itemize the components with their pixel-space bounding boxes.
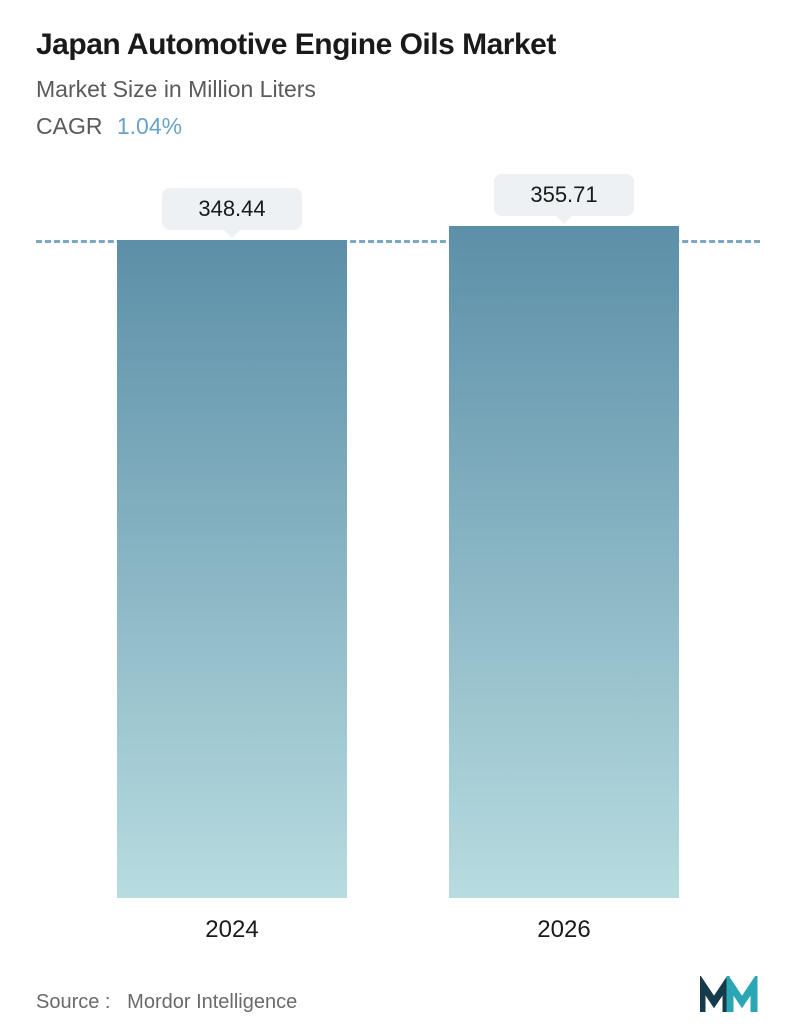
cagr-label: CAGR — [36, 113, 102, 139]
x-axis-label: 2024 — [205, 916, 258, 944]
chart-footer: Source : Mordor Intelligence — [36, 970, 760, 1014]
bar — [117, 240, 347, 898]
source-label: Source : — [36, 991, 110, 1013]
value-label: 348.44 — [162, 188, 301, 230]
cagr-row: CAGR 1.04% — [36, 113, 760, 140]
bar — [449, 226, 679, 898]
source-name: Mordor Intelligence — [127, 991, 297, 1013]
bar-group: 348.44 2024 — [117, 188, 347, 944]
value-label: 355.71 — [494, 174, 633, 216]
cagr-value: 1.04% — [117, 113, 182, 139]
chart-title: Japan Automotive Engine Oils Market — [36, 28, 760, 62]
chart-area: 348.442024355.712026 — [36, 188, 760, 944]
bar-group: 355.71 2026 — [449, 174, 679, 944]
chart-subtitle: Market Size in Million Liters — [36, 76, 760, 103]
chart-container: Japan Automotive Engine Oils Market Mark… — [0, 0, 796, 1034]
source-text: Source : Mordor Intelligence — [36, 991, 297, 1014]
x-axis-label: 2026 — [537, 916, 590, 944]
brand-logo — [700, 976, 760, 1014]
